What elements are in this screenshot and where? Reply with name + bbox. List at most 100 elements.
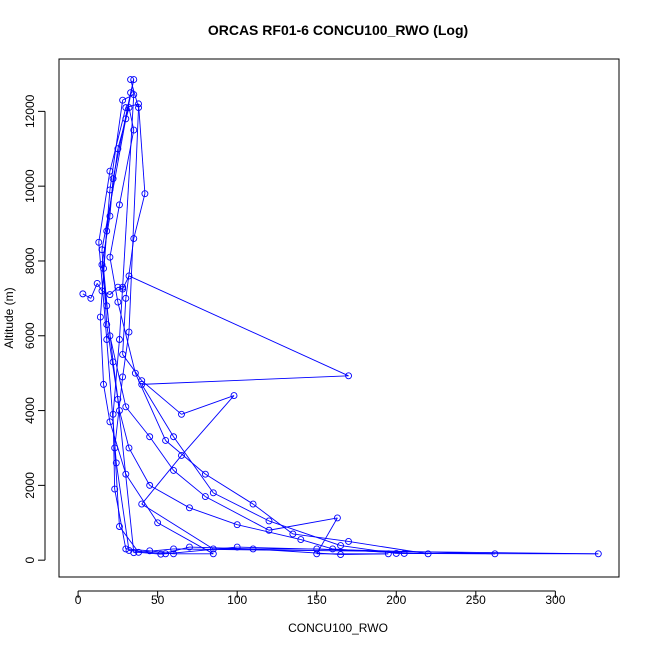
data-point — [95, 238, 103, 246]
series-line-segment — [141, 455, 182, 505]
series-line-segment — [117, 107, 130, 149]
data-point — [98, 246, 106, 254]
data-point — [125, 104, 133, 112]
series-line-segment — [149, 484, 190, 509]
data-point — [230, 392, 238, 400]
series-line-segment — [112, 414, 116, 490]
data-point — [170, 466, 177, 474]
data-point — [138, 500, 146, 508]
data-point — [87, 294, 95, 302]
data-point — [130, 126, 138, 134]
data-point — [119, 373, 127, 381]
data-point — [209, 489, 217, 497]
series-line-segment — [99, 317, 104, 385]
data-point — [265, 517, 273, 525]
data-point — [249, 545, 257, 553]
data-point — [186, 543, 193, 551]
x-tick-label: 150 — [307, 593, 327, 607]
data-point — [135, 100, 142, 108]
chart-title: ORCAS RF01-6 CONCU100_RWO (Log) — [208, 22, 468, 38]
series-line-segment — [109, 204, 120, 258]
data-point — [135, 548, 142, 556]
data-point — [116, 201, 123, 209]
series-line-segment — [125, 548, 150, 552]
data-point — [125, 546, 133, 554]
data-point — [170, 550, 177, 558]
series-line-segment — [128, 107, 139, 333]
data-point — [345, 538, 352, 545]
data-point — [130, 91, 138, 98]
data-point — [178, 410, 185, 418]
series-line-segment — [205, 496, 270, 531]
data-point — [313, 545, 321, 553]
data-point — [313, 550, 321, 558]
data-point — [125, 328, 133, 336]
data-point — [201, 493, 209, 501]
series-line-segment — [98, 171, 111, 243]
x-tick-label: 100 — [227, 593, 247, 607]
data-point — [122, 545, 130, 553]
data-point — [491, 550, 499, 558]
data-point — [178, 451, 185, 459]
series-line-segment — [122, 275, 130, 290]
data-point — [122, 294, 130, 302]
series-line-segment — [292, 533, 349, 542]
series-line-segment — [119, 410, 130, 449]
data-point — [93, 279, 101, 287]
data-point — [297, 536, 305, 544]
data-point — [146, 547, 154, 555]
data-point — [114, 145, 122, 153]
data-point — [109, 410, 117, 418]
data-point — [106, 332, 114, 340]
series-line-segment — [138, 103, 146, 194]
series-line-segment — [141, 503, 214, 550]
series-line-segment — [90, 283, 98, 299]
data-point — [116, 407, 123, 415]
x-tick-label: 300 — [545, 593, 565, 607]
series-line-segment — [103, 384, 111, 422]
data-point — [98, 287, 106, 295]
series-line-segment — [117, 286, 123, 290]
data-point — [400, 549, 408, 557]
series-line-segment — [119, 526, 139, 553]
series-line-segment — [106, 339, 117, 463]
data-point — [98, 261, 106, 269]
series-line-segment — [119, 287, 124, 340]
data-layer — [79, 76, 602, 559]
data-point — [106, 291, 114, 299]
data-point — [116, 336, 123, 343]
data-point — [103, 227, 111, 235]
data-point — [79, 290, 87, 298]
data-point — [162, 437, 170, 444]
series-line-segment — [348, 541, 429, 555]
series-line-segment — [82, 293, 92, 299]
data-point — [122, 115, 130, 123]
series-line-segment — [141, 384, 174, 437]
series-line-segment — [125, 406, 151, 438]
series-line-segment — [128, 107, 135, 131]
series-line-segment — [173, 436, 214, 494]
plot-area — [58, 58, 620, 578]
series-line-segment — [103, 268, 111, 336]
data-point — [122, 470, 130, 478]
series-line-segment — [149, 550, 174, 555]
data-point — [109, 358, 117, 366]
data-point — [333, 514, 341, 522]
x-axis-label: CONCU100_RWO — [288, 621, 388, 635]
y-tick-label: 0 — [23, 557, 37, 564]
y-tick-label: 12000 — [23, 94, 37, 128]
series-line-segment — [173, 470, 206, 497]
data-point — [392, 549, 400, 557]
series-line-segment — [122, 94, 135, 288]
series-line-segment — [237, 524, 301, 541]
data-point — [116, 523, 123, 530]
series-line-segment — [205, 473, 254, 505]
data-point — [106, 418, 114, 426]
data-point — [138, 380, 146, 388]
data-point — [289, 530, 297, 538]
data-point — [233, 543, 241, 551]
y-axis-label: Altitude (m) — [2, 287, 16, 348]
data-point — [209, 550, 217, 558]
series-line-segment — [138, 551, 161, 555]
y-tick-label: 2000 — [23, 472, 37, 499]
